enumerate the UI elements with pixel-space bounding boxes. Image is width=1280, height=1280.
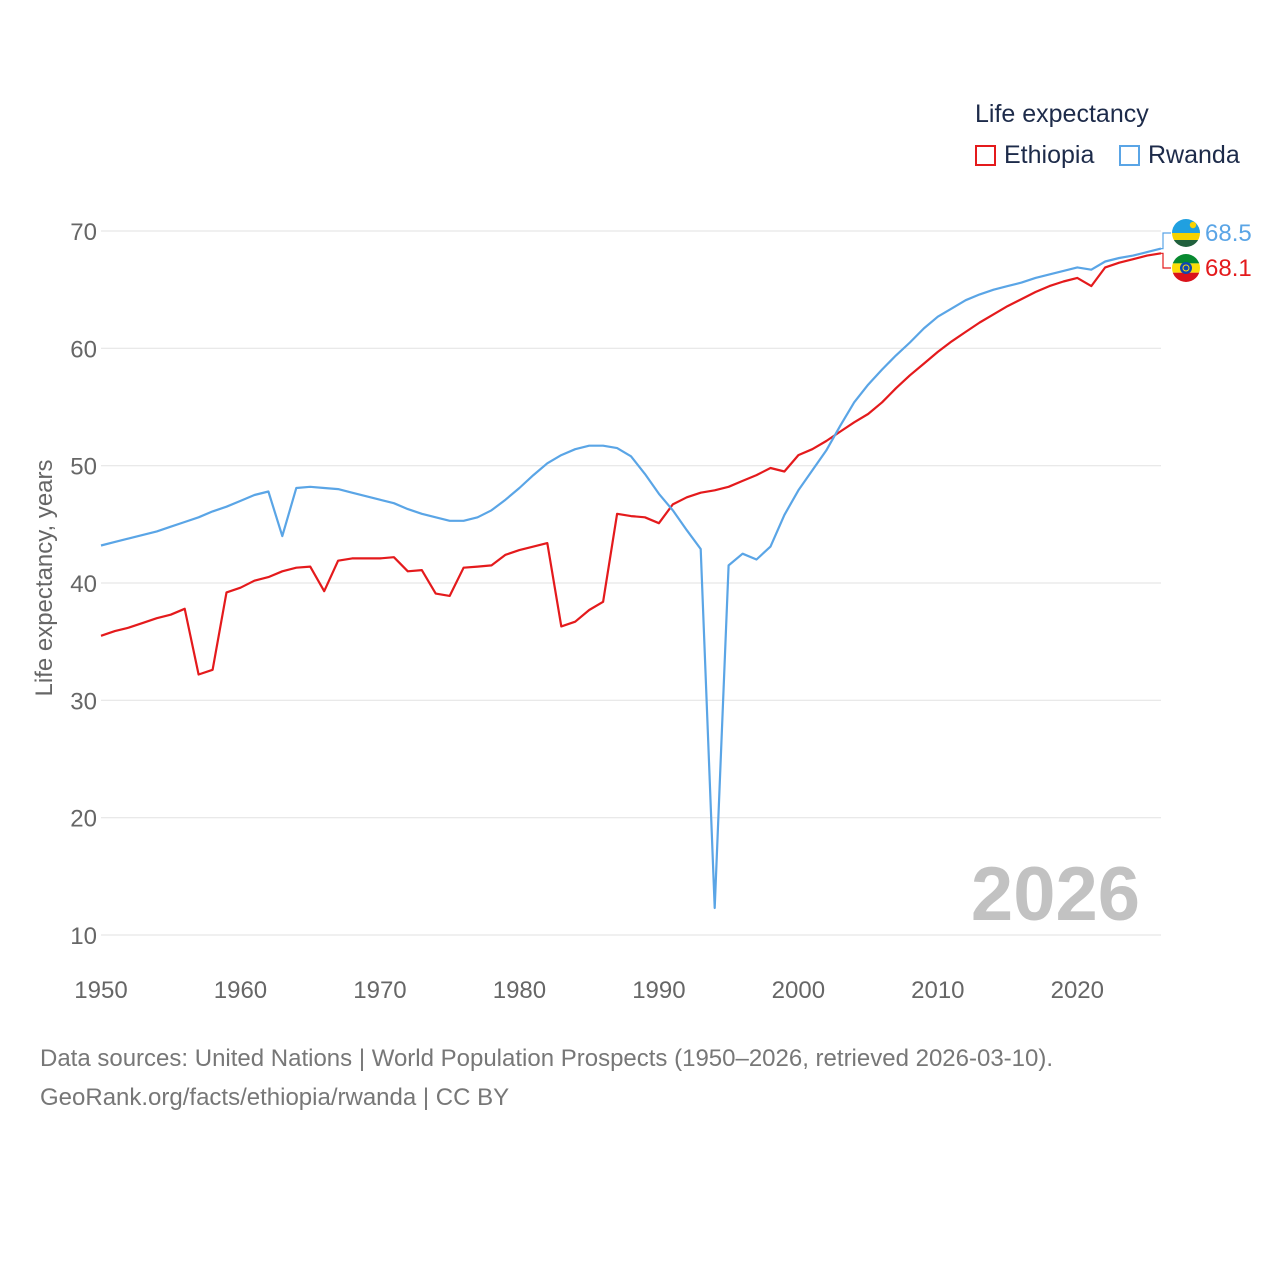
end-connector-rwanda [1161,232,1171,250]
y-axis-label: Life expectancy, years [31,459,58,696]
grid-lines [101,230,1161,936]
end-labels: 68.5 68.1 [1161,219,1252,282]
y-tick-label-70: 70 [70,219,97,246]
year-watermark: 2026 [971,852,1140,937]
end-label-rwanda: 68.5 [1205,220,1252,247]
series-line-rwanda [100,247,1162,910]
rwanda-flag-icon [1172,219,1200,247]
legend-item-rwanda[interactable]: Rwanda [1119,141,1240,170]
x-tick-label-1960: 1960 [214,977,267,1004]
series-line-ethiopia [100,252,1162,676]
y-tick-label-30: 30 [70,688,97,715]
legend-item-ethiopia[interactable]: Ethiopia [975,141,1094,170]
x-tick-label-1980: 1980 [493,977,546,1004]
x-tick-label-1950: 1950 [74,977,127,1004]
x-tick-label-2000: 2000 [772,977,825,1004]
legend-swatch-rwanda [1119,145,1140,166]
footer-sources: Data sources: United Nations | World Pop… [40,1045,1054,1072]
y-tick-label-50: 50 [70,454,97,481]
legend-title: Life expectancy [975,100,1149,128]
footer-attribution[interactable]: GeoRank.org/facts/ethiopia/rwanda | CC B… [40,1084,510,1111]
x-tick-label-1970: 1970 [353,977,406,1004]
y-axis: 10 20 30 40 50 60 70 [70,219,97,950]
y-tick-label-40: 40 [70,571,97,598]
end-connector-ethiopia [1161,252,1171,269]
y-tick-label-10: 10 [70,923,97,950]
x-tick-label-1990: 1990 [632,977,685,1004]
ethiopia-flag-icon [1172,254,1200,282]
y-tick-label-60: 60 [70,336,97,363]
y-tick-label-20: 20 [70,806,97,833]
x-tick-label-2020: 2020 [1051,977,1104,1004]
legend-label-rwanda: Rwanda [1148,141,1240,169]
series-lines [100,247,1162,910]
end-label-ethiopia: 68.1 [1205,255,1252,282]
legend-swatch-ethiopia [975,145,996,166]
legend-label-ethiopia: Ethiopia [1004,141,1095,169]
x-axis: 1950 1960 1970 1980 1990 2000 2010 2020 [74,977,1104,1004]
x-tick-label-2010: 2010 [911,977,964,1004]
